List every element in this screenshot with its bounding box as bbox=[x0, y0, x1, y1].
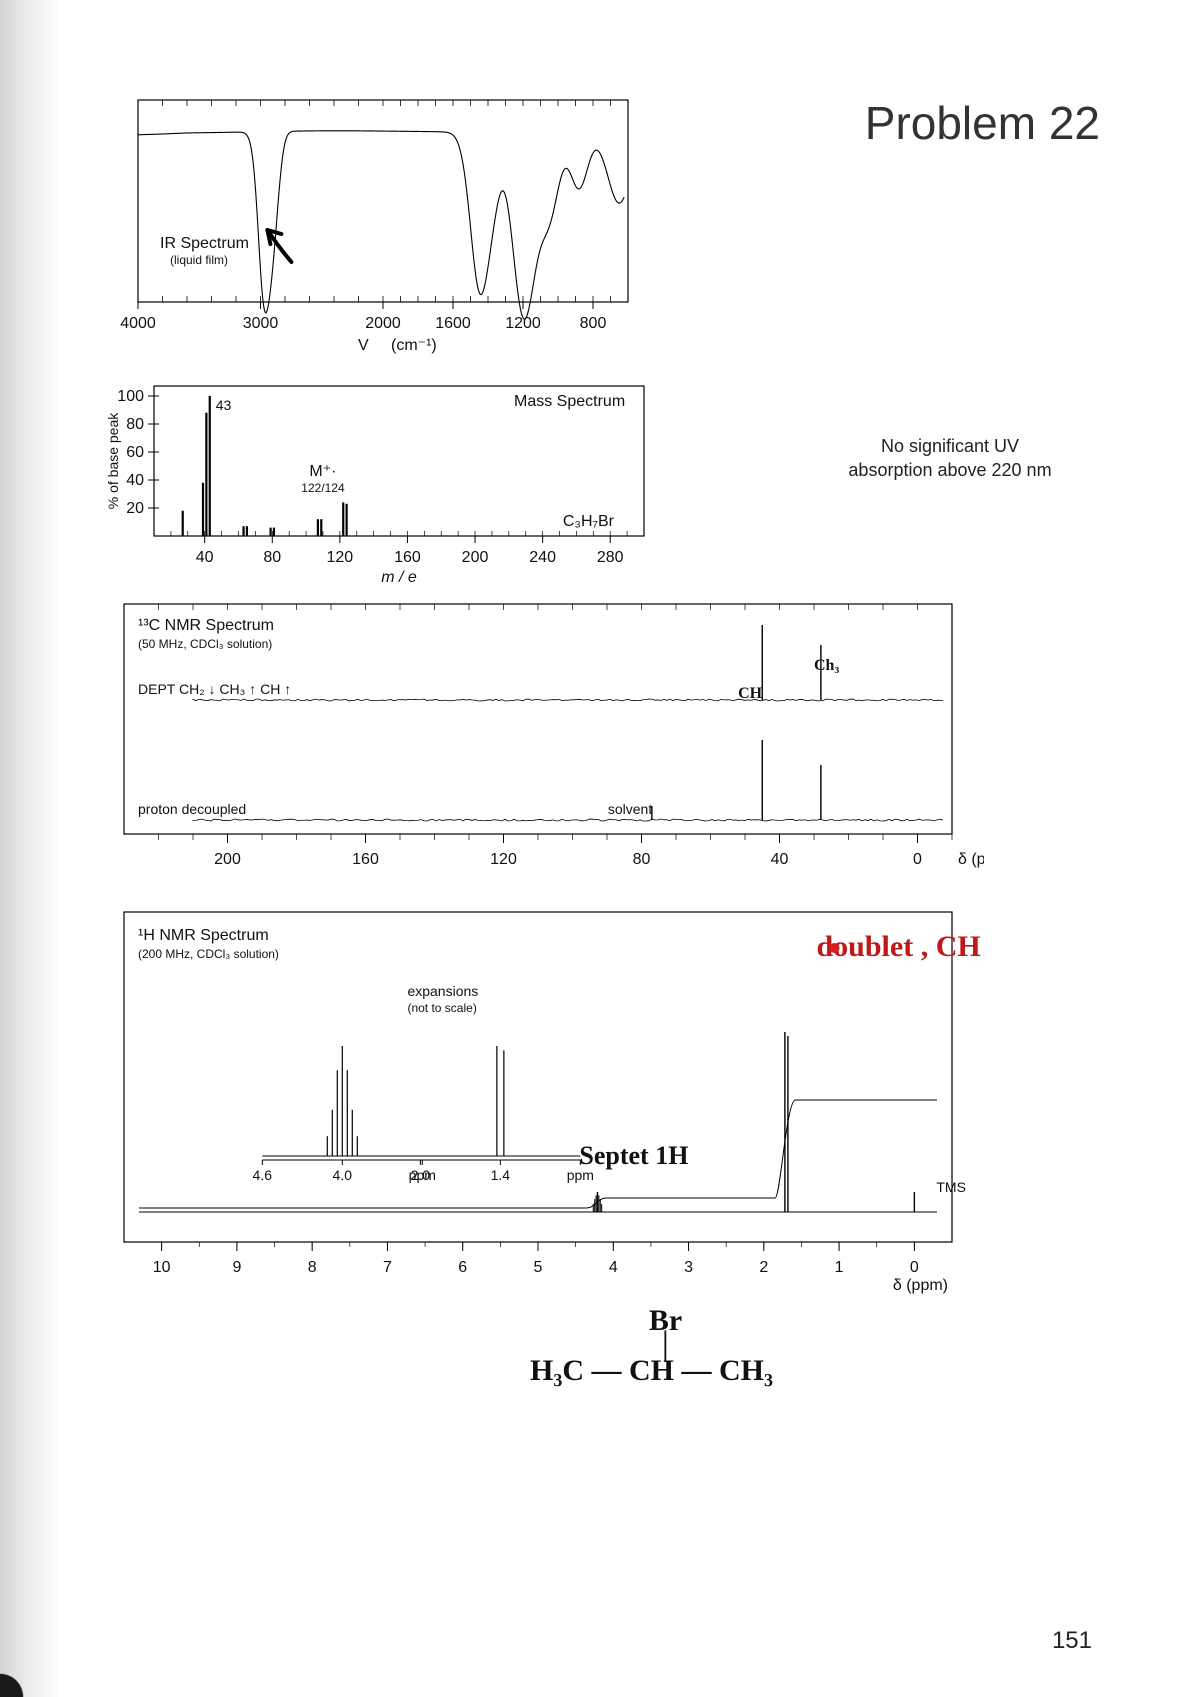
svg-text:240: 240 bbox=[529, 549, 556, 566]
svg-text:C₃H₇Br: C₃H₇Br bbox=[563, 513, 615, 530]
ir-spectrum-panel: 40003000200016001200800V(cm⁻¹)IR Spectru… bbox=[120, 92, 650, 362]
svg-text:CH: CH bbox=[738, 685, 763, 702]
svg-text:122/124: 122/124 bbox=[301, 481, 345, 495]
h1-nmr: 109876543210δ (ppm)¹H NMR Spectrum(200 M… bbox=[114, 906, 984, 1326]
svg-text:% of base peak: % of base peak bbox=[105, 412, 121, 510]
svg-text:1.4: 1.4 bbox=[491, 1167, 511, 1183]
svg-text:280: 280 bbox=[597, 549, 624, 566]
structure-main: H₃C — CH — CH₃ bbox=[530, 1354, 773, 1388]
svg-text:6: 6 bbox=[458, 1259, 467, 1276]
svg-text:40: 40 bbox=[126, 472, 144, 489]
svg-text:(50 MHz, CDCl₃ solution): (50 MHz, CDCl₃ solution) bbox=[138, 637, 272, 651]
svg-text:160: 160 bbox=[394, 549, 421, 566]
svg-text:m / e: m / e bbox=[381, 569, 417, 586]
svg-text:Ch₃: Ch₃ bbox=[814, 657, 839, 674]
svg-text:(200 MHz, CDCl₃ solution): (200 MHz, CDCl₃ solution) bbox=[138, 947, 279, 961]
svg-text:Septet 1H: Septet 1H bbox=[579, 1141, 688, 1170]
svg-text:60: 60 bbox=[126, 444, 144, 461]
svg-text:1: 1 bbox=[835, 1259, 844, 1276]
svg-text:2: 2 bbox=[759, 1259, 768, 1276]
svg-text:(liquid film): (liquid film) bbox=[170, 253, 228, 267]
svg-text:4000: 4000 bbox=[120, 315, 156, 332]
svg-text:160: 160 bbox=[352, 851, 379, 868]
svg-text:100: 100 bbox=[117, 388, 144, 405]
svg-text:(not to scale): (not to scale) bbox=[407, 1001, 476, 1015]
svg-text:Mass Spectrum: Mass Spectrum bbox=[514, 393, 625, 410]
svg-text:¹H NMR Spectrum: ¹H NMR Spectrum bbox=[138, 927, 269, 944]
svg-text:2.0: 2.0 bbox=[411, 1167, 431, 1183]
mass-spectrum-panel: 20 40 60 80 100 40 80 120 160 200 240 280 % of base … bbox=[104, 378, 664, 588]
uv-note-line1: No significant UV bbox=[881, 436, 1019, 456]
svg-text:8: 8 bbox=[308, 1259, 317, 1276]
svg-text:δ (ppm): δ (ppm) bbox=[958, 851, 984, 868]
svg-text:3: 3 bbox=[684, 1259, 693, 1276]
structure-bond: │ bbox=[558, 1338, 773, 1354]
svg-text:200: 200 bbox=[214, 851, 241, 868]
svg-text:120: 120 bbox=[327, 549, 354, 566]
svg-text:2000: 2000 bbox=[365, 315, 401, 332]
svg-text:0: 0 bbox=[913, 851, 922, 868]
svg-text:¹³C NMR Spectrum: ¹³C NMR Spectrum bbox=[138, 617, 274, 634]
svg-text:800: 800 bbox=[580, 315, 607, 332]
svg-text:M⁺·: M⁺· bbox=[309, 463, 336, 480]
uv-note: No significant UV absorption above 220 n… bbox=[820, 434, 1080, 483]
svg-text:40: 40 bbox=[771, 851, 789, 868]
page-number: 151 bbox=[1052, 1627, 1092, 1655]
svg-text:200: 200 bbox=[462, 549, 489, 566]
svg-text:80: 80 bbox=[263, 549, 281, 566]
c13-nmr-panel: 200 160 120 80 40 0 δ (ppm) ¹³C NMR Spectrum (50… bbox=[114, 598, 984, 888]
scanned-page: Problem 22 No significant UV absorption … bbox=[0, 0, 1200, 1697]
page-title: Problem 22 bbox=[865, 96, 1100, 150]
mass-spectrum: 20 40 60 80 100 40 80 120 160 200 240 280 % of base … bbox=[104, 378, 664, 588]
svg-text:solvent: solvent bbox=[608, 801, 652, 817]
ir-spectrum: 40003000200016001200800V(cm⁻¹)IR Spectru… bbox=[120, 92, 650, 362]
svg-text:40: 40 bbox=[196, 549, 214, 566]
h1-nmr-panel: 109876543210δ (ppm)¹H NMR Spectrum(200 M… bbox=[114, 906, 984, 1326]
svg-text:V: V bbox=[358, 337, 369, 354]
svg-text:DEPT CH₂ ↓ CH₃ ↑ CH ↑: DEPT CH₂ ↓ CH₃ ↑ CH ↑ bbox=[138, 681, 291, 697]
svg-text:80: 80 bbox=[126, 416, 144, 433]
page-left-edge bbox=[0, 0, 58, 1697]
uv-note-line2: absorption above 220 nm bbox=[848, 460, 1051, 480]
svg-text:9: 9 bbox=[232, 1259, 241, 1276]
svg-text:43: 43 bbox=[216, 397, 232, 413]
svg-text:5: 5 bbox=[534, 1259, 543, 1276]
svg-text:4: 4 bbox=[609, 1259, 618, 1276]
svg-text:TMS: TMS bbox=[936, 1179, 966, 1195]
svg-text:(cm⁻¹): (cm⁻¹) bbox=[391, 337, 437, 354]
svg-text:80: 80 bbox=[633, 851, 651, 868]
svg-text:20: 20 bbox=[126, 500, 144, 517]
svg-text:proton decoupled: proton decoupled bbox=[138, 801, 246, 817]
svg-text:4.0: 4.0 bbox=[333, 1167, 353, 1183]
svg-text:4.6: 4.6 bbox=[253, 1167, 273, 1183]
handwritten-structure: Br │ H₃C — CH — CH₃ bbox=[530, 1304, 773, 1388]
svg-text:doublet , CH: doublet , CH bbox=[817, 930, 981, 963]
c13-nmr: 200 160 120 80 40 0 δ (ppm) ¹³C NMR Spectrum (50… bbox=[114, 598, 984, 888]
svg-text:7: 7 bbox=[383, 1259, 392, 1276]
svg-text:1600: 1600 bbox=[435, 315, 471, 332]
svg-text:IR Spectrum: IR Spectrum bbox=[160, 235, 249, 252]
svg-text:120: 120 bbox=[490, 851, 517, 868]
page-corner-shadow bbox=[0, 1657, 40, 1697]
svg-text:0: 0 bbox=[910, 1259, 919, 1276]
svg-text:δ (ppm): δ (ppm) bbox=[893, 1277, 948, 1294]
svg-text:10: 10 bbox=[153, 1259, 171, 1276]
svg-text:3000: 3000 bbox=[243, 315, 279, 332]
svg-text:expansions: expansions bbox=[407, 983, 478, 999]
